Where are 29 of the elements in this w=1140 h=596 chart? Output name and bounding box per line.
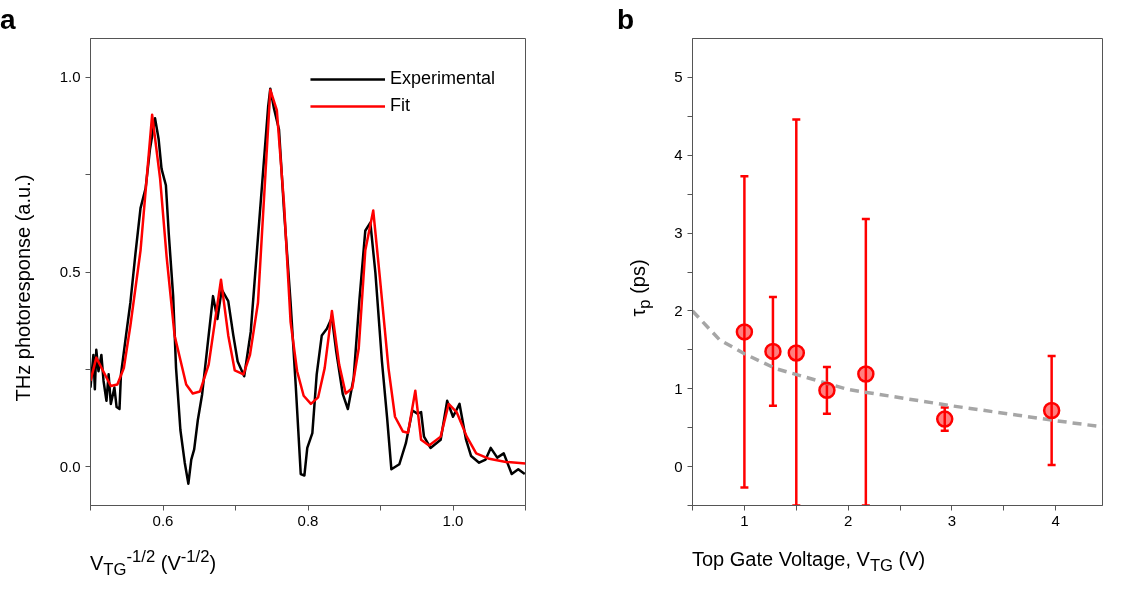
y-axis-title: THz photoresponse (a.u.)	[10, 174, 35, 401]
y-tick-label: 0.0	[59, 457, 81, 475]
y-tick-label: 3	[674, 224, 683, 242]
legend-label: Experimental	[389, 68, 495, 89]
y-tick-label: 0.5	[59, 263, 81, 280]
point	[764, 342, 782, 361]
y-tick-label: 1.0	[59, 68, 81, 86]
point	[818, 381, 836, 400]
y-tick-label: 5	[674, 68, 683, 86]
x-axis-title: Top Gate Voltage, V$_{TG}$ (V)	[692, 547, 926, 577]
legend-label: Fit	[389, 95, 410, 116]
chart-title: b	[617, 4, 635, 35]
point	[1042, 401, 1061, 420]
x-tick-label: 3	[947, 511, 957, 529]
y-tick-label: 0	[674, 457, 683, 475]
y-tick-label: 1	[674, 379, 683, 397]
x-tick-label: 0.8	[297, 511, 319, 529]
point	[735, 323, 754, 341]
x-tick-label: 1.0	[442, 511, 464, 529]
chart-title: a	[0, 4, 16, 35]
y-tick-label: 4	[674, 146, 683, 164]
point	[857, 365, 875, 383]
x-tick-label: 2	[844, 511, 853, 529]
y-tick-label: 2	[674, 301, 683, 319]
x-tick-label: 0.6	[152, 511, 174, 529]
x-tick-label: 1	[740, 511, 749, 529]
point	[787, 344, 806, 362]
x-tick-label: 4	[1051, 511, 1060, 529]
x-axis-title: V$_{TG}$$^{-1/2}$ (V$^{-1/2}$)	[90, 546, 217, 581]
